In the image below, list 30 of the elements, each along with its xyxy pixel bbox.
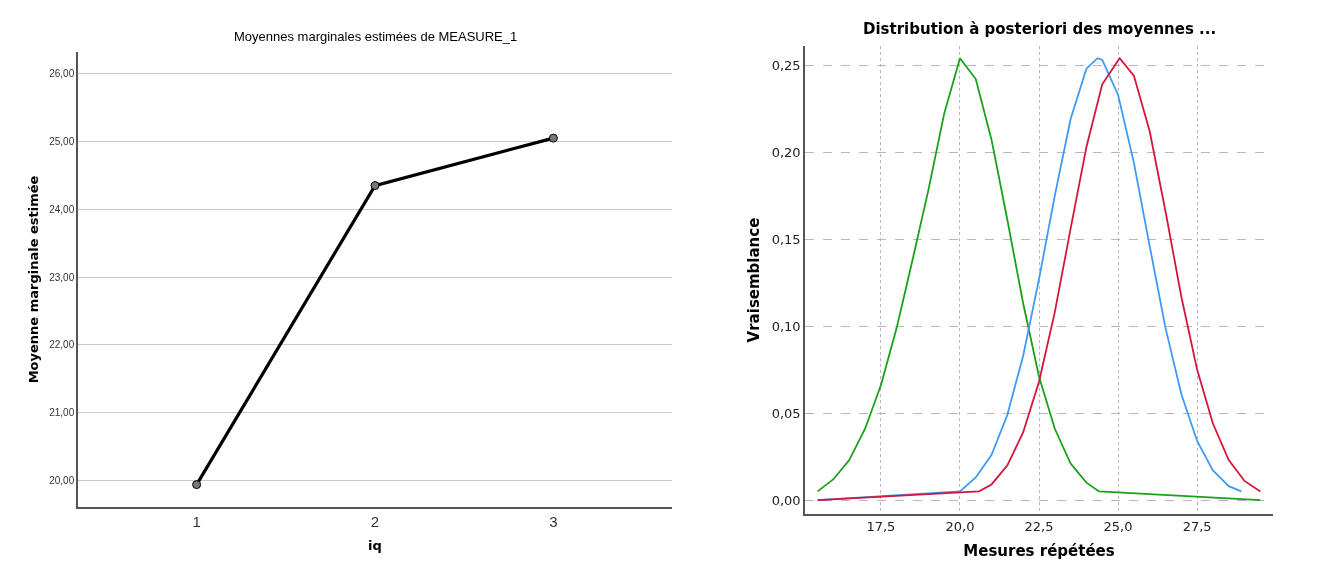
y-tick-label: 0,10 [771, 318, 801, 334]
y-tick-label: 0,05 [771, 405, 801, 421]
x-tick-label: 3 [549, 512, 558, 530]
chart-title: Moyennes marginales estimées de MEASURE_1 [234, 29, 518, 44]
x-tick-label: 2 [370, 512, 380, 530]
point [192, 480, 202, 490]
x-tick-label: 1 [192, 512, 201, 530]
x-axis-title: iq [368, 537, 382, 553]
y-tick-label: 22,00 [49, 339, 75, 351]
y-tick-label: 0,15 [771, 231, 801, 247]
x-tick-label: 25,0 [1103, 519, 1133, 535]
y-tick-label: 26,00 [49, 68, 75, 80]
point [370, 181, 380, 191]
y-axis-title: Vraisemblance [745, 217, 764, 343]
y-tick-label: 21,00 [49, 407, 75, 419]
point [548, 133, 558, 143]
x-tick-label: 17,5 [866, 519, 896, 535]
y-tick-label: 25,00 [49, 136, 75, 148]
x-tick-label: 27,5 [1182, 519, 1212, 535]
y-tick-label: 20,00 [49, 475, 75, 487]
chart-title: Distribution à posteriori des moyennes ... [863, 20, 1217, 38]
x-tick-label: 20,0 [945, 519, 975, 535]
x-axis-title: Mesures répétées [963, 541, 1115, 560]
y-tick-label: 24,00 [49, 203, 75, 215]
y-axis-title: Moyenne marginale estimée [25, 175, 41, 384]
y-tick-label: 23,00 [49, 271, 75, 283]
y-tick-label: 0,25 [771, 57, 801, 73]
y-tick-label: 0,00 [771, 492, 801, 508]
x-tick-label: 22,5 [1024, 519, 1054, 535]
y-tick-label: 0,20 [771, 144, 801, 160]
